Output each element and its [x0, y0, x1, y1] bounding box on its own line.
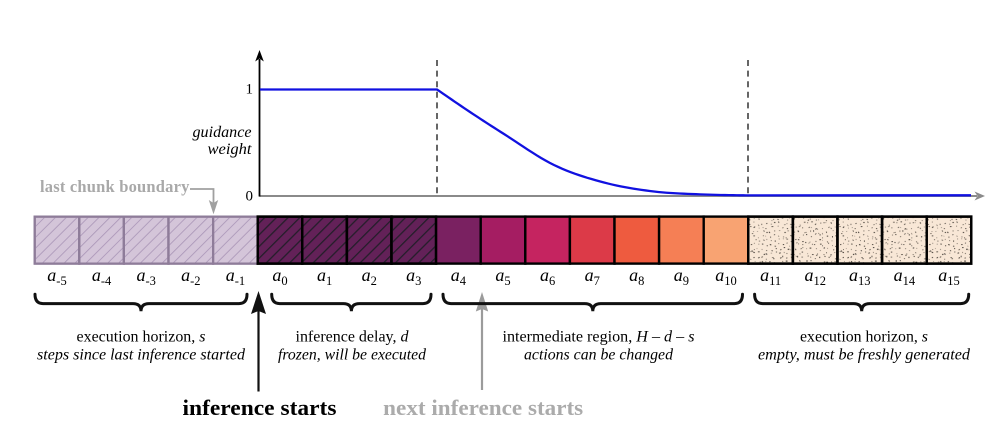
svg-text:a8: a8 — [629, 265, 644, 288]
svg-text:a-1: a-1 — [226, 265, 245, 288]
svg-text:last chunk boundary: last chunk boundary — [40, 177, 190, 196]
svg-text:intermediate region, H – d – s: intermediate region, H – d – s — [503, 328, 695, 345]
svg-text:a-2: a-2 — [181, 265, 200, 288]
svg-text:empty, must be freshly generat: empty, must be freshly generated — [758, 347, 970, 364]
svg-text:a3: a3 — [406, 265, 421, 288]
svg-text:a2: a2 — [362, 265, 377, 288]
svg-text:a10: a10 — [715, 265, 737, 288]
svg-text:next inference starts: next inference starts — [383, 395, 583, 420]
svg-text:a12: a12 — [804, 265, 826, 288]
svg-text:guidance: guidance — [193, 124, 252, 141]
svg-text:a9: a9 — [674, 265, 689, 288]
svg-text:a1: a1 — [317, 265, 332, 288]
svg-text:a4: a4 — [451, 265, 467, 288]
svg-text:actions can be changed: actions can be changed — [524, 347, 673, 364]
svg-text:execution horizon, s: execution horizon, s — [77, 328, 206, 345]
svg-text:a-3: a-3 — [136, 265, 155, 288]
svg-text:inference delay, d: inference delay, d — [296, 328, 409, 345]
svg-text:inference starts: inference starts — [183, 395, 337, 420]
svg-text:a-5: a-5 — [47, 265, 66, 288]
svg-text:a6: a6 — [540, 265, 555, 288]
svg-text:a11: a11 — [760, 265, 781, 288]
svg-text:1: 1 — [246, 82, 254, 98]
svg-text:execution horizon, s: execution horizon, s — [800, 328, 928, 345]
svg-text:steps since last inference sta: steps since last inference started — [37, 347, 245, 364]
svg-text:a15: a15 — [938, 265, 960, 288]
svg-text:weight: weight — [208, 141, 253, 158]
svg-text:a5: a5 — [495, 265, 510, 288]
svg-text:0: 0 — [246, 189, 254, 205]
svg-text:a-4: a-4 — [92, 265, 112, 288]
svg-text:a13: a13 — [849, 265, 871, 288]
svg-text:a14: a14 — [894, 265, 916, 288]
svg-text:a0: a0 — [272, 265, 287, 288]
svg-text:frozen, will be executed: frozen, will be executed — [278, 347, 426, 364]
svg-text:a7: a7 — [585, 265, 600, 288]
